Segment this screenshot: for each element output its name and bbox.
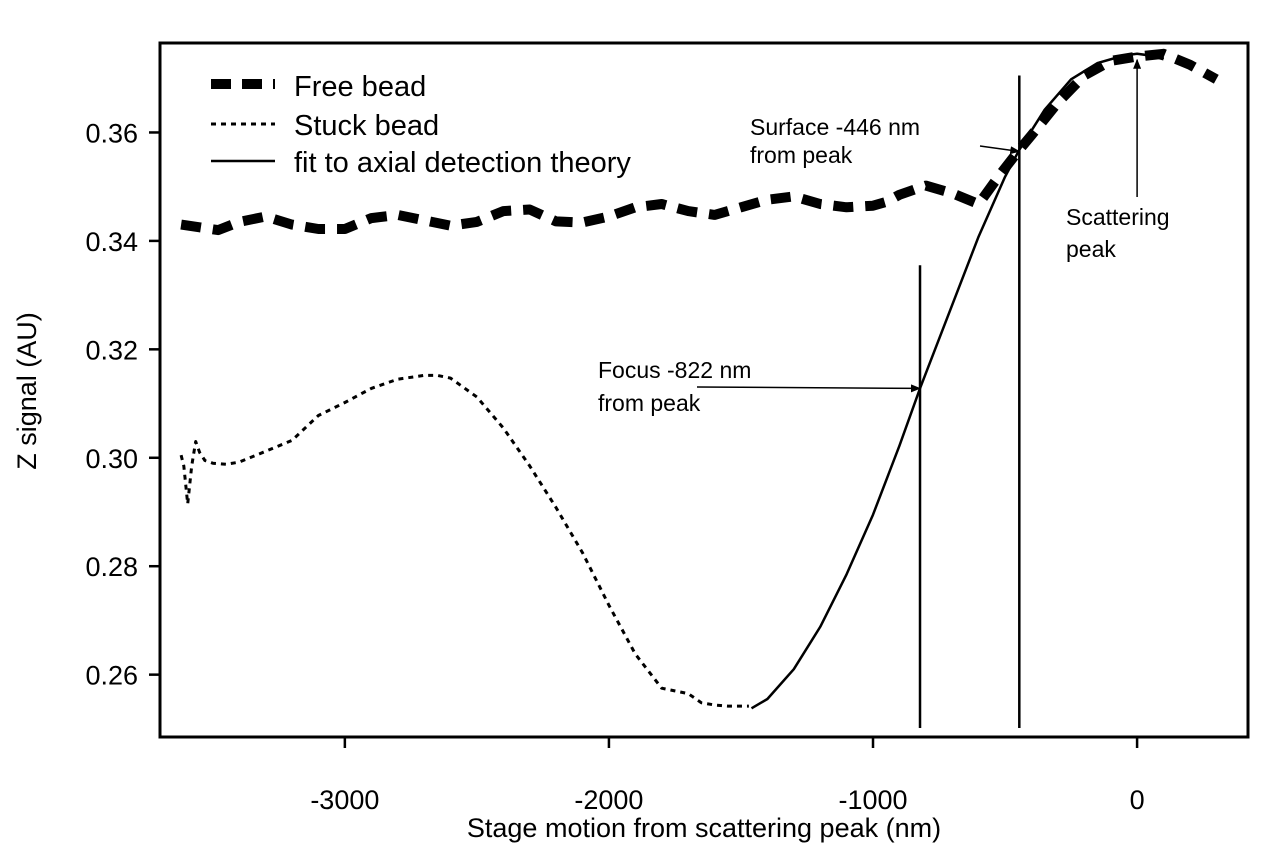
y-tick-label: 0.32: [85, 335, 138, 365]
series-line-fit-to-axial-detection-theory: [750, 52, 1164, 710]
annotation-surface-line-2: from peak: [750, 142, 853, 168]
series-line-free-bead: [180, 48, 1219, 236]
annotation-surface: Surface -446 nm from peak: [750, 114, 1021, 168]
annotation-peak-line-2: peak: [1066, 236, 1116, 262]
annotation-focus-line-2: from peak: [598, 390, 701, 416]
legend: Free bead Stuck bead fit to axial detect…: [211, 71, 631, 179]
y-tick-label: 0.26: [85, 661, 138, 691]
x-tick-label: -2000: [574, 785, 643, 815]
y-tick-label: 0.30: [85, 444, 138, 474]
annotation-focus-line-1: Focus -822 nm: [598, 357, 751, 383]
series-layer: [179, 48, 1219, 710]
plot-frame: [158, 41, 1250, 739]
y-tick-label: 0.34: [85, 227, 138, 257]
annotation-surface-arrow: [979, 145, 1021, 155]
legend-label-fit: fit to axial detection theory: [294, 147, 631, 179]
y-axis-title: Z signal (AU): [12, 312, 42, 470]
y-tick-label: 0.28: [85, 552, 138, 582]
legend-label-free-bead: Free bead: [294, 71, 426, 103]
annotation-focus-arrow: [696, 384, 921, 393]
legend-label-stuck-bead: Stuck bead: [294, 110, 439, 142]
x-tick-label: 0: [1130, 785, 1145, 815]
annotation-peak: Scattering peak: [1066, 58, 1170, 262]
y-tick-label: 0.36: [85, 118, 138, 148]
x-axis-title: Stage motion from scattering peak (nm): [467, 813, 941, 843]
annotation-peak-line-1: Scattering: [1066, 204, 1170, 230]
axis-layer: -3000 -2000 -1000 0 0.26 0.28 0.30 0.32 0.34 0.36: [85, 118, 1144, 815]
marker-layer: [918, 75, 1021, 728]
annotation-surface-line-1: Surface -446 nm: [750, 114, 920, 140]
x-tick-label: -3000: [310, 785, 379, 815]
annotation-focus: Focus -822 nm from peak: [598, 357, 921, 416]
series-line-stuck-bead: [179, 373, 749, 708]
x-tick-label: -1000: [838, 785, 907, 815]
